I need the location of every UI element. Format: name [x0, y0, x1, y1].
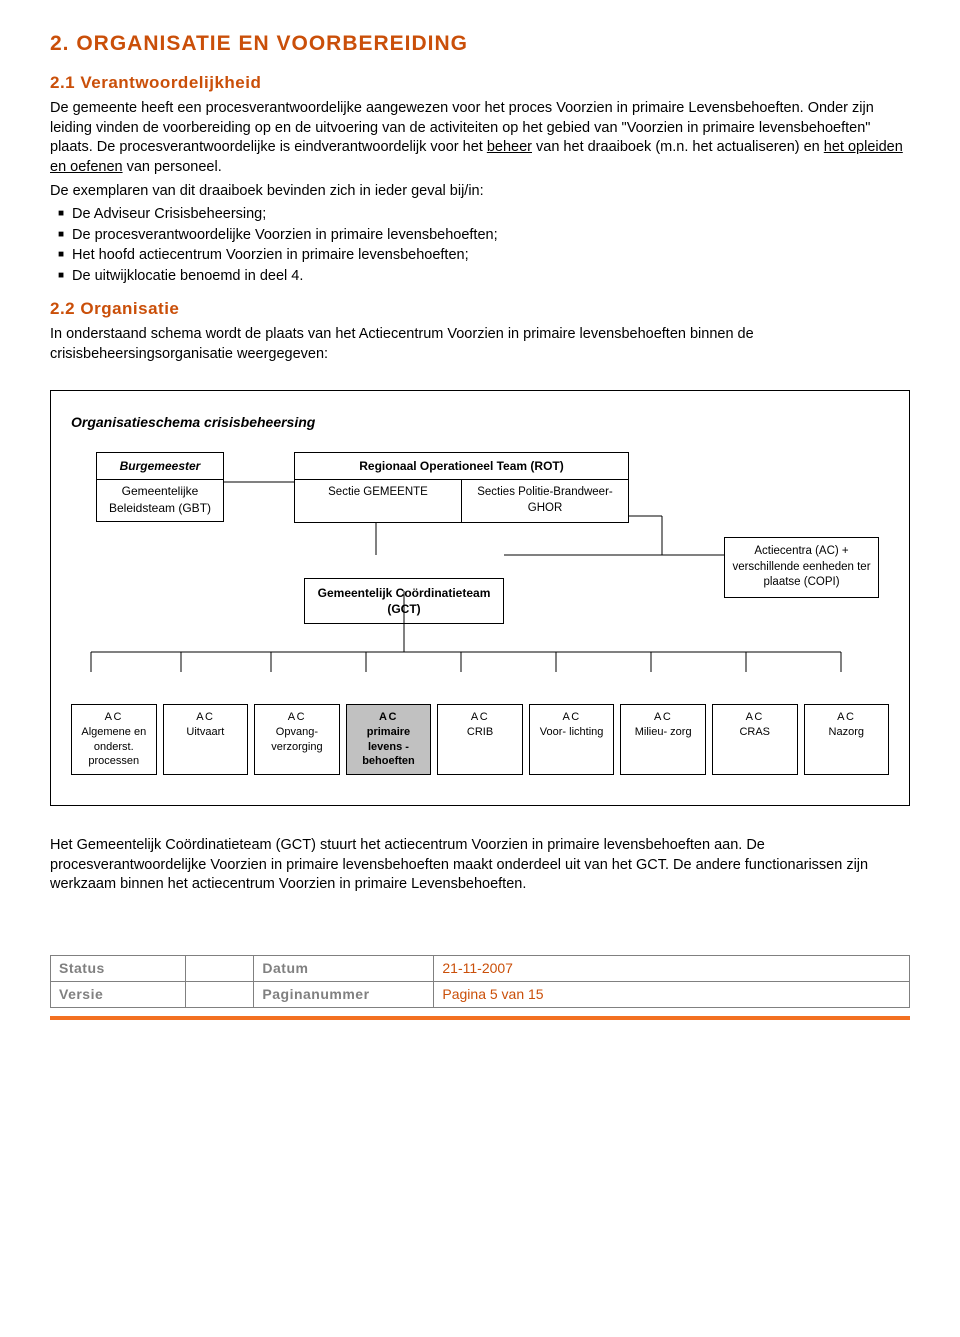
- node-ac: ACprimaire levens - behoeften: [346, 704, 432, 775]
- node-ac: ACUitvaart: [163, 704, 249, 775]
- ac-label: Nazorg: [807, 725, 887, 740]
- node-ac: ACCRIB: [437, 704, 523, 775]
- ac-letters: AC: [257, 710, 337, 725]
- ac-letters: AC: [623, 710, 703, 725]
- ac-letters: AC: [532, 710, 612, 725]
- node-gct: Gemeentelijk Coördinatieteam (GCT): [304, 578, 504, 624]
- ac-letters: AC: [715, 710, 795, 725]
- list-item: De Adviseur Crisisbeheersing;: [76, 205, 910, 225]
- footer-orange-bar: [50, 1016, 910, 1020]
- ac-letters: AC: [349, 710, 429, 725]
- chart-row-1: Burgemeester Gemeentelijke Beleidsteam (…: [71, 452, 889, 522]
- node-ac: ACMilieu- zorg: [620, 704, 706, 775]
- ac-label: Uitvaart: [166, 725, 246, 740]
- rot-label: Regionaal Operationeel Team (ROT): [295, 453, 628, 480]
- list-item-text: De procesverantwoordelijke Voorzien in p…: [72, 227, 498, 243]
- sub-heading-2-2: 2.2 Organisatie: [50, 298, 910, 321]
- p1-part-c: van personeel.: [123, 159, 222, 175]
- pagina-value: Pagina 5 van 15: [434, 981, 910, 1007]
- ac-label: Voor- lichting: [532, 725, 612, 740]
- pagina-label: Paginanummer: [254, 981, 434, 1007]
- paragraph-3: In onderstaand schema wordt de plaats va…: [50, 325, 910, 364]
- table-row: Status Datum 21-11-2007: [51, 955, 910, 981]
- node-rot: Regionaal Operationeel Team (ROT) Sectie…: [294, 452, 629, 522]
- datum-value: 21-11-2007: [434, 955, 910, 981]
- paragraph-2: De exemplaren van dit draaiboek bevinden…: [50, 182, 910, 202]
- section-heading: 2. ORGANISATIE EN VOORBEREIDING: [50, 30, 910, 58]
- paragraph-4: Het Gemeentelijk Coördinatieteam (GCT) s…: [50, 836, 910, 895]
- table-row: Versie Paginanummer Pagina 5 van 15: [51, 981, 910, 1007]
- ac-letters: AC: [74, 710, 154, 725]
- ac-letters: AC: [440, 710, 520, 725]
- ac-letters: AC: [166, 710, 246, 725]
- burgemeester-label: Burgemeester: [97, 453, 223, 480]
- orgchart-title: Organisatieschema crisisbeheersing: [71, 413, 889, 432]
- node-ac: ACCRAS: [712, 704, 798, 775]
- gbt-label: Gemeentelijke Beleidsteam (GBT): [97, 480, 223, 520]
- ac-label: CRAS: [715, 725, 795, 740]
- status-value: [186, 955, 254, 981]
- ac-label: Opvang- verzorging: [257, 725, 337, 755]
- versie-label: Versie: [51, 981, 186, 1007]
- sub-heading-2-1: 2.1 Verantwoordelijkheid: [50, 72, 910, 95]
- node-ac: ACNazorg: [804, 704, 890, 775]
- node-ac: ACOpvang- verzorging: [254, 704, 340, 775]
- list-item: De uitwijklocatie benoemd in deel 4.: [76, 267, 910, 287]
- p1-part-b: van het draaiboek (m.n. het actualiseren…: [532, 139, 824, 155]
- ac-letters: AC: [807, 710, 887, 725]
- chart-wrap: Burgemeester Gemeentelijke Beleidsteam (…: [71, 452, 889, 775]
- datum-label: Datum: [254, 955, 434, 981]
- p1-underline-1: beheer: [487, 139, 532, 155]
- ac-label: primaire levens - behoeften: [349, 725, 429, 770]
- rot-sectie-gemeente: Sectie GEMEENTE: [295, 480, 462, 521]
- paragraph-1: De gemeente heeft een procesverantwoorde…: [50, 99, 910, 177]
- node-ac: ACVoor- lichting: [529, 704, 615, 775]
- rot-secties-politie: Secties Politie-Brandweer-GHOR: [462, 480, 628, 521]
- bullet-list: De Adviseur Crisisbeheersing; De procesv…: [50, 205, 910, 286]
- node-ac: ACAlgemene en onderst. processen: [71, 704, 157, 775]
- ac-label: Milieu- zorg: [623, 725, 703, 740]
- node-actiecentra: Actiecentra (AC) + verschillende eenhede…: [724, 537, 879, 598]
- orgchart-container: Organisatieschema crisisbeheersing Burg: [50, 390, 910, 806]
- ac-label: CRIB: [440, 725, 520, 740]
- list-item: De procesverantwoordelijke Voorzien in p…: [76, 226, 910, 246]
- ac-label: Algemene en onderst. processen: [74, 725, 154, 770]
- versie-value: [186, 981, 254, 1007]
- status-label: Status: [51, 955, 186, 981]
- list-item: Het hoofd actiecentrum Voorzien in prima…: [76, 246, 910, 266]
- ac-row: ACAlgemene en onderst. processenACUitvaa…: [71, 704, 889, 775]
- node-burgemeester: Burgemeester Gemeentelijke Beleidsteam (…: [96, 452, 224, 522]
- rot-sections: Sectie GEMEENTE Secties Politie-Brandwee…: [295, 480, 628, 521]
- footer-table: Status Datum 21-11-2007 Versie Paginanum…: [50, 955, 910, 1008]
